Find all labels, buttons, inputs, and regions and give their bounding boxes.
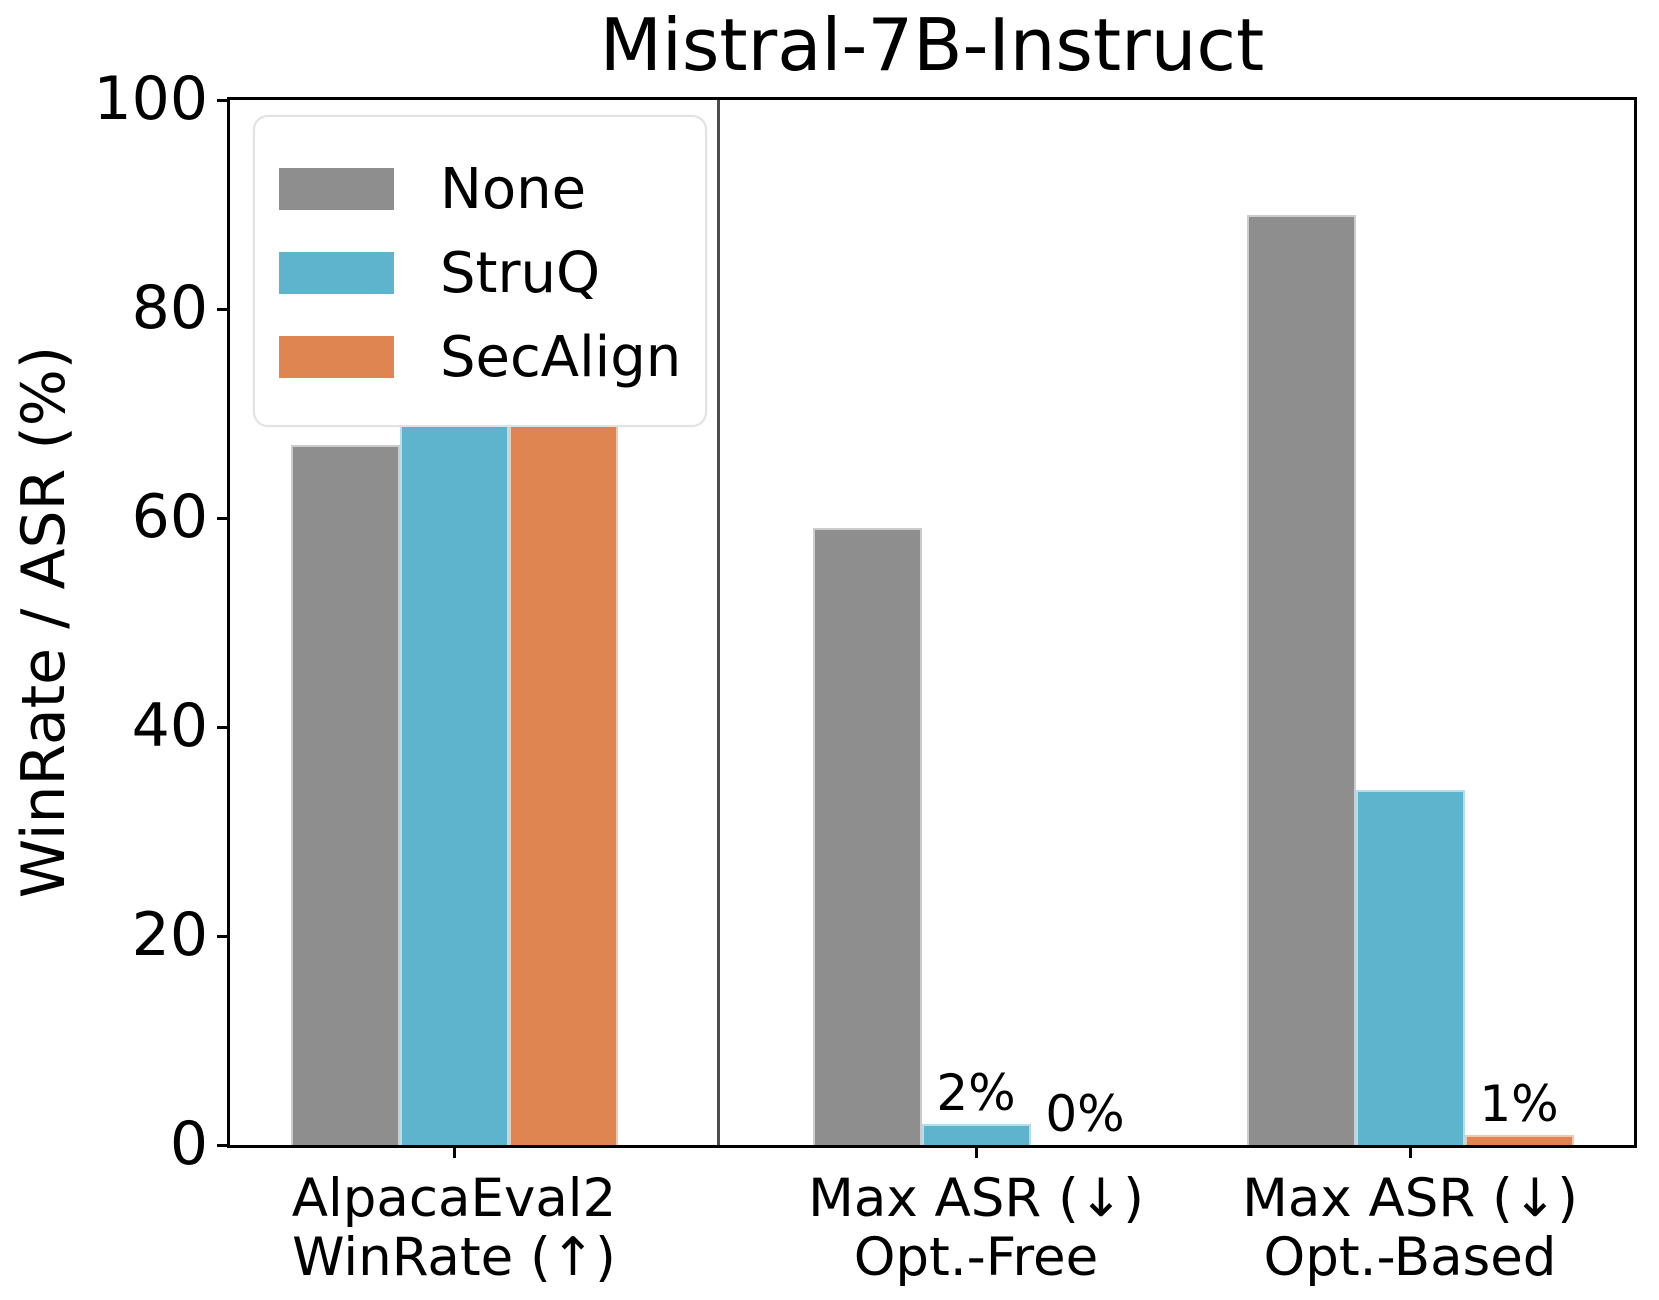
legend-label: SecAlign	[440, 324, 682, 390]
bar-struq-group1	[399, 403, 509, 1145]
plot-area: 2% 0% 1% 0 20 40 60 80 100 AlpacaEval2 WinRate (↑)…	[93, 67, 1637, 1287]
legend-item-struq: StruQ	[255, 231, 705, 315]
legend-swatch-none	[279, 168, 394, 210]
bar-none-group1	[290, 444, 400, 1145]
y-axis-tick	[217, 725, 230, 729]
y-axis-tick-label: 60	[131, 482, 208, 552]
y-axis-tick-label: 80	[131, 273, 208, 343]
bar-none-group2	[812, 528, 922, 1145]
x-axis-category-label: AlpacaEval2 WinRate (↑)	[292, 1169, 617, 1287]
x-axis-category-label: Max ASR (↓) Opt.-Based	[1242, 1169, 1578, 1287]
bar-value-annotation: 1%	[1479, 1074, 1559, 1133]
y-axis-tick	[217, 307, 230, 311]
chart-title: Mistral-7B-Instruct	[599, 3, 1265, 87]
y-axis-label: WinRate / ASR (%)	[9, 345, 79, 899]
legend-swatch-secalign	[279, 336, 394, 378]
y-axis-tick-label: 40	[131, 691, 208, 761]
x-axis-tick	[1408, 1145, 1412, 1158]
y-axis-tick	[217, 934, 230, 938]
x-axis-category-label-line: Opt.-Free	[853, 1227, 1099, 1288]
y-axis-tick-label: 20	[131, 900, 208, 970]
x-axis-tick	[452, 1145, 456, 1158]
x-axis-tick	[974, 1145, 978, 1158]
legend-label: StruQ	[440, 240, 601, 306]
bar-none-group3	[1246, 214, 1356, 1145]
bar-struq-group2	[921, 1124, 1031, 1145]
y-axis-tick	[217, 98, 230, 102]
legend-swatch-struq	[279, 252, 394, 294]
y-axis-tick	[217, 1143, 230, 1147]
legend: None StruQ SecAlign	[253, 115, 707, 427]
x-axis-category-label-line: Max ASR (↓)	[808, 1168, 1144, 1229]
y-axis-tick-label: 100	[93, 64, 208, 134]
bar-struq-group3	[1355, 789, 1465, 1145]
bar-secalign-group3	[1464, 1134, 1574, 1145]
legend-item-secalign: SecAlign	[255, 315, 705, 399]
x-axis-category-label: Max ASR (↓) Opt.-Free	[808, 1169, 1144, 1287]
x-axis-category-label-line: AlpacaEval2	[291, 1168, 617, 1229]
y-axis-tick	[217, 516, 230, 520]
x-axis-category-label-line: Opt.-Based	[1263, 1227, 1557, 1288]
bar-value-annotation: 0%	[1045, 1085, 1125, 1143]
x-axis-category-label-line: Max ASR (↓)	[1242, 1168, 1578, 1229]
x-axis-category-label-line: WinRate (↑)	[292, 1227, 616, 1288]
legend-item-none: None	[255, 147, 705, 231]
panel-separator-line	[717, 100, 720, 1145]
y-axis-tick-label: 0	[169, 1109, 208, 1179]
bar-value-annotation: 2%	[936, 1064, 1016, 1123]
bar-secalign-group1	[508, 423, 618, 1145]
legend-label: None	[440, 156, 587, 222]
